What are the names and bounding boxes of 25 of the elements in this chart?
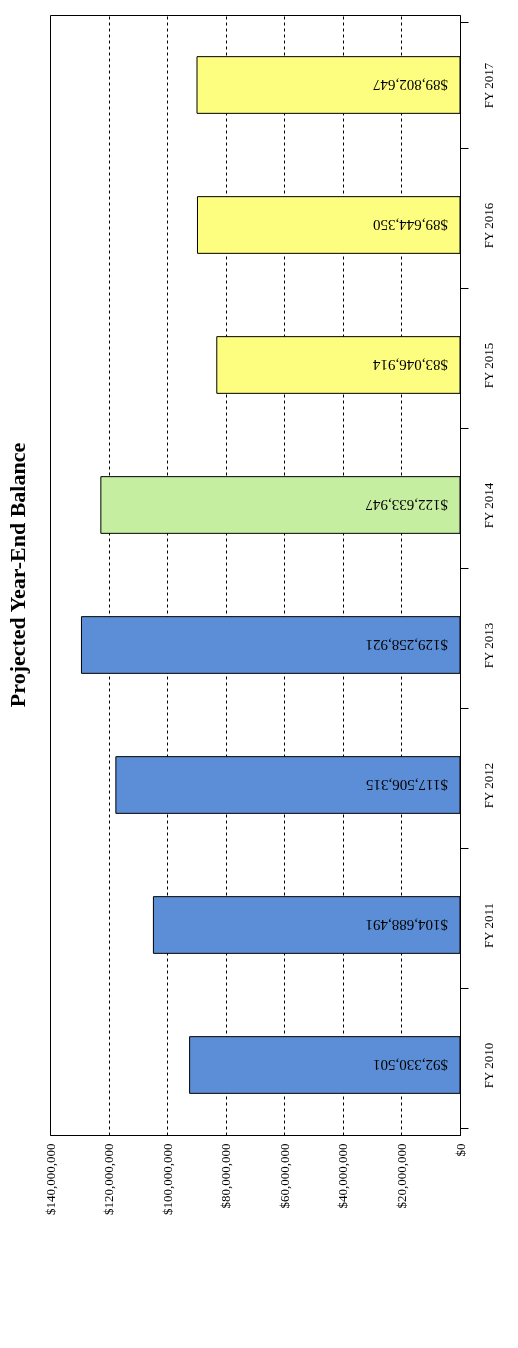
data-label: $89,644,350 <box>373 217 448 233</box>
data-label: $89,802,647 <box>372 77 448 93</box>
x-tick-label: $120,000,000 <box>101 1143 117 1215</box>
y-tick-label: FY 2016 <box>480 202 496 249</box>
y-tick-label: FY 2010 <box>480 1042 496 1089</box>
x-tick-label: $140,000,000 <box>42 1143 58 1215</box>
data-label: $92,330,501 <box>373 1057 448 1073</box>
y-tick-label: FY 2012 <box>480 762 496 809</box>
x-tick-label: $0 <box>452 1143 468 1157</box>
data-label: $129,258,921 <box>365 637 448 653</box>
x-tick-label: $40,000,000 <box>335 1143 351 1209</box>
y-tick-label: FY 2015 <box>480 342 496 389</box>
x-tick-label: $60,000,000 <box>276 1143 292 1209</box>
data-label: $117,506,315 <box>366 777 448 793</box>
y-tick-label: FY 2011 <box>480 903 496 948</box>
x-tick-label: $100,000,000 <box>159 1143 175 1215</box>
y-tick-label: FY 2013 <box>480 622 496 669</box>
x-tick-label: $80,000,000 <box>218 1143 234 1209</box>
data-label: $83,046,914 <box>372 357 448 373</box>
text: Projected Year-End Balance <box>5 442 30 708</box>
data-label: $122,633,947 <box>365 497 448 513</box>
x-tick-label: $20,000,000 <box>393 1143 409 1209</box>
y-tick-label: FY 2014 <box>480 482 496 529</box>
y-tick-label: FY 2017 <box>480 62 496 109</box>
data-label: $104,688,491 <box>365 917 448 933</box>
